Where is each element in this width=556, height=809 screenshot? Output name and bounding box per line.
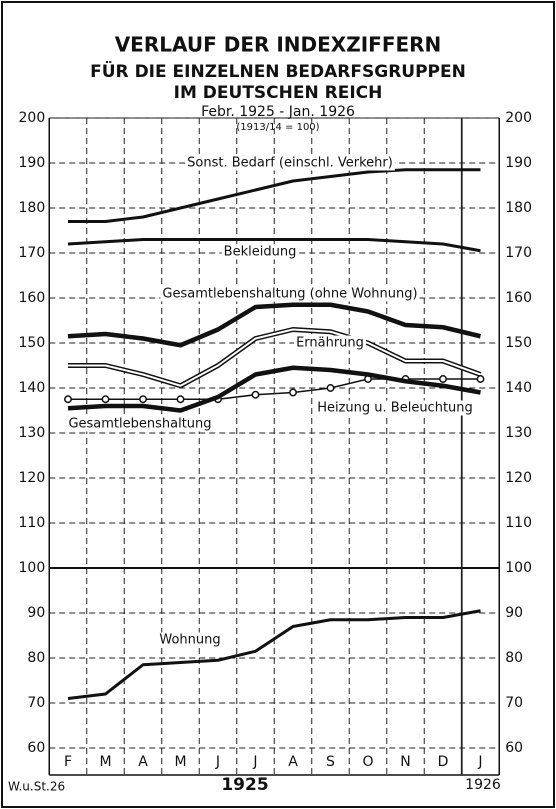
x-tick-label: A	[288, 754, 298, 770]
series-label: Ernährung	[296, 336, 364, 351]
y-tick-label: 170	[19, 245, 46, 261]
y-tick-label: 140	[19, 380, 46, 396]
series-line-inner	[68, 328, 481, 387]
series-label-bg	[221, 244, 299, 260]
series-point	[139, 395, 147, 404]
series-line	[67, 238, 481, 253]
series-label: Sonst. Bedarf (einschl. Verkehr)	[187, 156, 393, 171]
series-label: Gesamtlebenshaltung (ohne Wohnung)	[162, 287, 417, 302]
series-label-bg	[66, 416, 214, 432]
x-tick-label: S	[326, 754, 335, 770]
series-point	[64, 395, 72, 404]
series-label-bg	[160, 286, 420, 302]
y-tick-label: 60	[505, 740, 523, 756]
title-line: IM DEUTSCHEN REICH	[174, 83, 383, 103]
y-tick-label: 150	[19, 335, 46, 351]
x-tick-label: M	[174, 754, 186, 770]
y-tick-label: 180	[19, 200, 46, 216]
series-label-bg	[315, 400, 475, 416]
y-tick-label: 90	[505, 605, 523, 621]
x-tick-label: M	[99, 754, 111, 770]
year-label: 1926	[465, 777, 501, 793]
y-tick-label: 170	[505, 245, 532, 261]
y-tick-label: 200	[19, 110, 46, 126]
y-tick-label: 110	[19, 515, 46, 531]
year-label: 1925	[221, 775, 268, 795]
series-label-bg	[294, 335, 366, 351]
series-line	[68, 168, 481, 223]
x-tick-label: N	[400, 754, 410, 770]
series-point	[326, 384, 335, 392]
y-tick-label: 150	[505, 335, 532, 351]
y-tick-label: 200	[505, 110, 532, 126]
series-point	[476, 375, 485, 383]
series-point	[176, 395, 185, 404]
y-tick-label: 140	[505, 380, 532, 396]
source: W.u.St.26	[8, 780, 65, 794]
series-label: Wohnung	[159, 633, 220, 648]
y-tick-label: 70	[27, 695, 45, 711]
series-label-bg	[157, 632, 223, 648]
y-tick-label: 100	[19, 560, 46, 576]
x-tick-label: D	[438, 754, 449, 770]
series-line	[67, 609, 481, 700]
series-point	[439, 375, 447, 383]
y-tick-label: 100	[505, 560, 532, 576]
x-tick-label: A	[138, 754, 148, 770]
y-tick-label: 120	[19, 470, 46, 486]
series-label: Heizung u. Beleuchtung	[317, 401, 473, 416]
series-line	[67, 365, 481, 413]
y-tick-label: 90	[27, 605, 45, 621]
y-tick-label: 120	[505, 470, 532, 486]
y-tick-label: 130	[505, 425, 532, 441]
title-line: FÜR DIE EINZELNEN BEDARFSGRUPPEN	[90, 60, 466, 82]
x-tick-label: F	[64, 754, 72, 770]
x-tick-label: J	[252, 754, 257, 770]
title-line: VERLAUF DER INDEXZIFFERN	[115, 33, 442, 57]
y-tick-label: 190	[505, 155, 532, 171]
y-tick-label: 160	[505, 290, 532, 306]
series-label: Gesamtlebenshaltung	[68, 417, 211, 432]
series-line	[67, 302, 482, 348]
y-tick-label: 160	[19, 290, 46, 306]
y-tick-label: 130	[19, 425, 46, 441]
y-tick-label: 190	[19, 155, 46, 171]
y-tick-label: 80	[27, 650, 45, 666]
x-tick-label: J	[215, 754, 220, 770]
x-tick-label: O	[362, 754, 373, 770]
series-line	[68, 378, 481, 400]
series-point	[101, 395, 110, 404]
x-tick-label: J	[477, 754, 482, 770]
series-point	[289, 388, 297, 397]
y-tick-label: 60	[27, 740, 45, 756]
series-point	[251, 390, 260, 399]
y-tick-label: 110	[505, 515, 532, 531]
y-tick-label: 70	[505, 695, 523, 711]
y-tick-label: 80	[505, 650, 523, 666]
series-label: Bekleidung	[224, 245, 297, 260]
y-tick-label: 180	[505, 200, 532, 216]
subtitle: (1913/14 = 100)	[236, 122, 319, 133]
series-label-bg	[185, 155, 395, 171]
subtitle: Febr. 1925 - Jan. 1926	[201, 104, 355, 120]
